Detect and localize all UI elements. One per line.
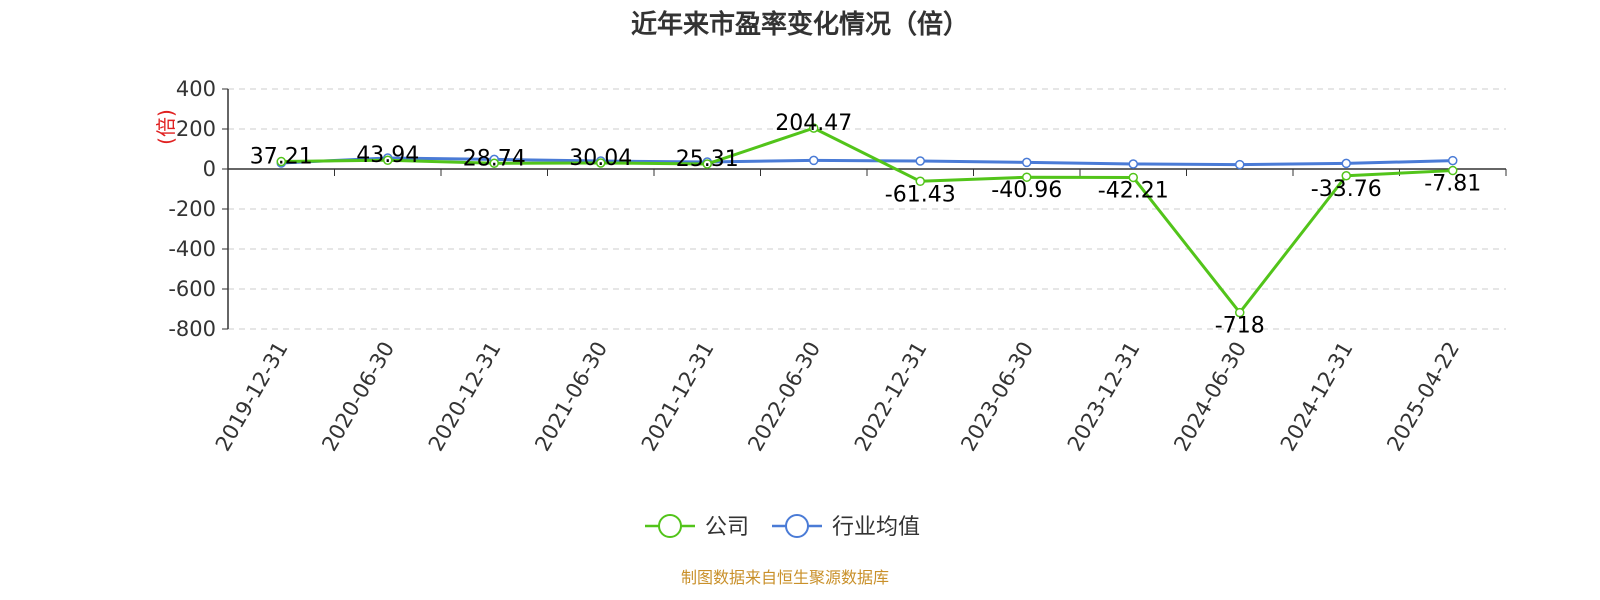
company-data-label: -40.96 <box>991 178 1062 203</box>
x-tick-label: 2022-06-30 <box>743 338 825 456</box>
y-tick-label: 400 <box>176 77 216 101</box>
y-tick-label: -200 <box>168 197 216 221</box>
company-point <box>1235 307 1245 318</box>
y-tick-label: -600 <box>168 277 216 301</box>
y-tick-label: 0 <box>203 157 216 181</box>
x-tick-label: 2024-06-30 <box>1169 338 1251 456</box>
company-point <box>915 176 925 187</box>
x-tick-label: 2021-12-31 <box>637 338 719 456</box>
industry-average-point <box>1022 157 1032 168</box>
series-layer <box>276 123 1458 318</box>
company-data-label: -7.81 <box>1424 172 1481 197</box>
company-point <box>1022 172 1032 182</box>
company-point <box>1448 165 1458 176</box>
company-point <box>276 156 286 167</box>
company-data-label: -61.43 <box>885 182 956 207</box>
source-note: 制图数据来自恒生聚源数据库 <box>681 568 889 587</box>
series-line-company <box>281 126 1453 315</box>
legend-label-company: 公司 <box>705 515 749 540</box>
x-tick-label: 2023-12-31 <box>1063 338 1145 456</box>
legend-marker-company <box>658 514 682 538</box>
company-point <box>1341 171 1351 181</box>
x-tick-label: 2022-12-31 <box>850 338 932 456</box>
x-tick-label: 2023-06-30 <box>956 338 1038 456</box>
data-label-layer: 37.21 43.94 28.74 30.04 25.31 204.47 -61.43 -40… <box>250 111 1481 338</box>
company-point <box>1128 172 1138 183</box>
x-tick-label: 2025-04-22 <box>1382 338 1464 456</box>
company-data-label: 204.47 <box>775 111 852 136</box>
company-data-label: -718 <box>1215 314 1265 339</box>
company-data-label: 28.74 <box>463 146 526 171</box>
series-line-industry-average <box>281 156 1453 167</box>
legend-label-industry-average: 行业均值 <box>832 515 920 540</box>
company-data-label: -33.76 <box>1311 177 1382 202</box>
x-tick-label: 2024-12-31 <box>1276 338 1358 456</box>
grid-layer <box>228 88 1506 330</box>
x-tick-label: 2020-06-30 <box>317 338 399 456</box>
company-data-label: -42.21 <box>1098 178 1169 203</box>
company-point <box>489 158 499 169</box>
legend-marker-industry-average <box>785 514 809 538</box>
x-tick-label: 2019-12-31 <box>211 338 293 456</box>
x-tick-label: 2020-12-31 <box>424 338 506 456</box>
legend: 公司 行业均值 <box>645 514 920 540</box>
industry-average-point <box>1448 155 1458 166</box>
company-point <box>702 159 712 169</box>
company-data-label: 25.31 <box>676 147 739 172</box>
chart-title: 近年来市盈率变化情况（倍） <box>631 9 969 40</box>
industry-average-point <box>1341 158 1351 169</box>
x-tick-label: 2021-06-30 <box>530 338 612 456</box>
company-point <box>383 155 393 165</box>
y-tick-label: -400 <box>168 237 216 261</box>
company-data-label: 43.94 <box>356 143 419 168</box>
company-data-label: 30.04 <box>569 146 632 171</box>
industry-average-point <box>1235 159 1245 170</box>
company-point <box>596 158 606 168</box>
y-tick-label: -800 <box>168 317 216 341</box>
y-axis-label: (倍) <box>154 109 178 145</box>
y-tick-label: 200 <box>176 117 216 141</box>
industry-average-point <box>915 156 925 166</box>
industry-average-point <box>809 155 819 166</box>
industry-average-point <box>1128 159 1138 169</box>
company-data-label: 37.21 <box>250 145 313 170</box>
company-point <box>809 123 819 133</box>
